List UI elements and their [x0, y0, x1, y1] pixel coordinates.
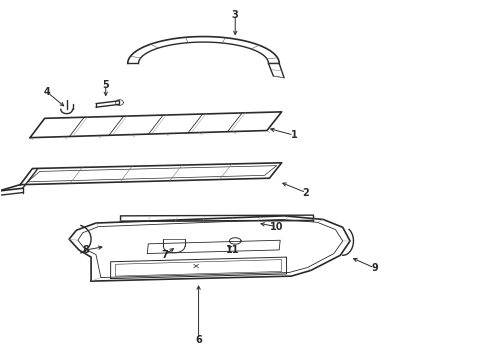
Text: 5: 5	[102, 80, 109, 90]
Text: 4: 4	[44, 87, 50, 97]
Text: 6: 6	[195, 334, 202, 345]
Text: 10: 10	[270, 222, 284, 231]
Text: 2: 2	[303, 188, 310, 198]
Text: 7: 7	[161, 250, 168, 260]
Text: 8: 8	[83, 245, 90, 255]
Text: 9: 9	[371, 263, 378, 273]
Text: 11: 11	[226, 245, 240, 255]
Text: 1: 1	[291, 130, 297, 140]
Text: 3: 3	[232, 10, 239, 20]
